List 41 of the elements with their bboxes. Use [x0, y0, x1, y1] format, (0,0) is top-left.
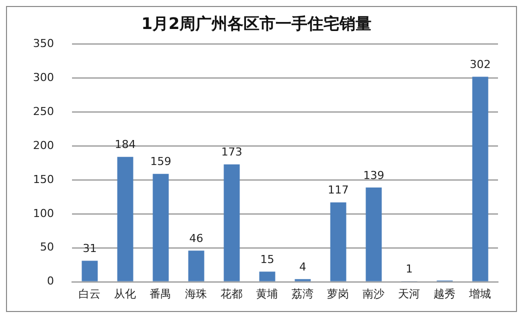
data-label: 159	[150, 155, 172, 168]
bar	[259, 272, 276, 282]
bar	[472, 76, 488, 282]
x-tick-label: 海珠	[185, 287, 208, 300]
x-tick-label: 越秀	[434, 287, 456, 300]
data-label: 173	[221, 146, 242, 159]
bar	[152, 174, 169, 282]
data-label: 4	[299, 260, 306, 274]
x-tick-label: 黄埔	[256, 287, 278, 300]
y-tick-label: 200	[32, 138, 54, 152]
y-tick-label: 0	[46, 274, 54, 288]
x-tick-label: 从化	[114, 287, 136, 300]
y-tick-label: 150	[32, 172, 54, 186]
data-label: 15	[260, 252, 274, 266]
bar	[224, 164, 240, 282]
bar	[366, 187, 382, 282]
data-label: 302	[470, 58, 491, 72]
data-label: 31	[82, 242, 97, 256]
bar	[117, 156, 134, 282]
y-tick-label: 300	[32, 71, 54, 84]
x-tick-label: 南沙	[362, 287, 385, 300]
x-tick-label: 增城	[468, 287, 492, 300]
bar	[188, 250, 204, 282]
data-label: 139	[363, 168, 384, 182]
data-label: 117	[328, 184, 349, 197]
data-label: 46	[189, 232, 204, 245]
x-tick-label: 花都	[220, 287, 243, 300]
y-tick-label: 350	[32, 37, 54, 50]
data-label: 1	[406, 262, 413, 276]
x-tick-label: 天河	[398, 287, 420, 300]
x-tick-label: 荔湾	[292, 287, 314, 300]
bar	[330, 202, 346, 282]
data-label: 184	[114, 138, 136, 152]
x-tick-label: 萝岗	[327, 287, 350, 300]
y-tick-label: 50	[40, 240, 54, 254]
x-tick-label: 番禺	[150, 287, 172, 300]
bar	[82, 260, 98, 282]
y-tick-label: 250	[32, 104, 54, 118]
x-tick-label: 白云	[78, 287, 101, 300]
y-tick-label: 100	[32, 206, 54, 220]
chart-title: 1月2周广州各区市一手住宅销量	[141, 14, 372, 33]
